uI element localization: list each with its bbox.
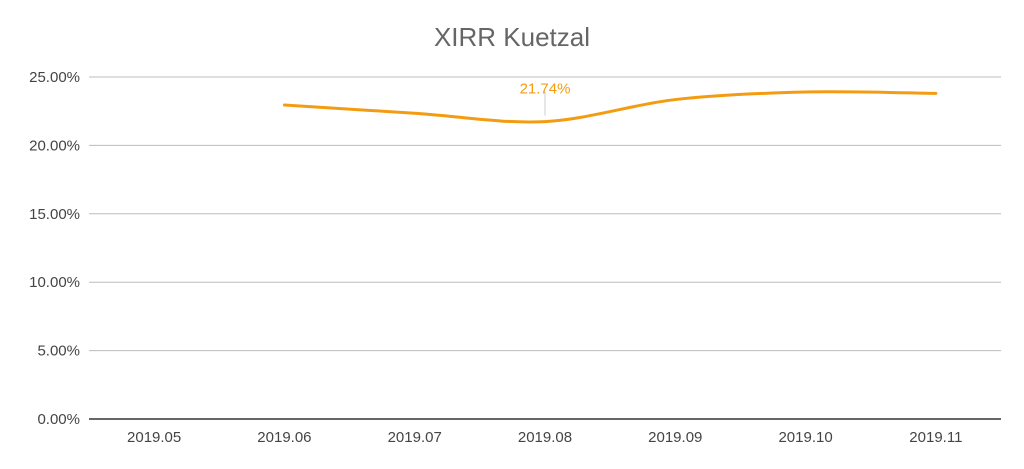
x-tick-label: 2019.09 [648,429,702,446]
chart-title: XIRR Kuetzal [434,22,590,52]
y-tick-label: 5.00% [37,343,80,360]
series-line [282,90,938,124]
series-layer [282,90,938,124]
x-tick-label: 2019.05 [127,429,181,446]
y-tick-label: 15.00% [29,206,80,223]
annotation-layer: 21.74% [520,81,571,116]
x-axis-ticks: 2019.05 2019.06 2019.07 2019.08 2019.09 2019.… [127,429,962,446]
y-tick-label: 25.00% [29,69,80,86]
y-axis-ticks: 0.00% 5.00% 10.00% 15.00% 20.00% 25.00% [29,69,80,428]
y-tick-label: 0.00% [37,411,80,428]
x-tick-label: 2019.10 [778,429,832,446]
x-tick-label: 2019.08 [518,429,572,446]
data-label: 21.74% [520,81,571,98]
x-tick-label: 2019.11 [909,429,962,446]
y-tick-label: 20.00% [29,137,80,154]
x-tick-label: 2019.07 [388,429,442,446]
y-tick-label: 10.00% [29,274,80,291]
x-tick-label: 2019.06 [257,429,311,446]
gridlines [89,76,1001,352]
